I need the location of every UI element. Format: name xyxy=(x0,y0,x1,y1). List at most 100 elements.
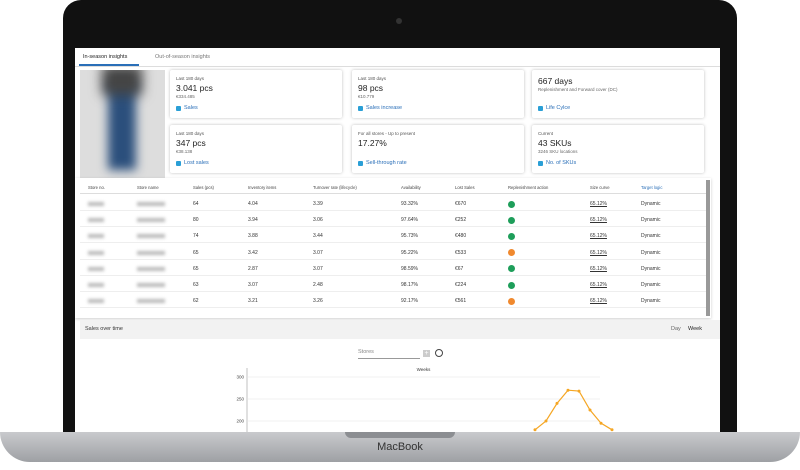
cell: 93.32% xyxy=(401,201,418,207)
size-curve-link[interactable]: 65.12% xyxy=(590,249,607,256)
action-dot xyxy=(508,265,515,273)
card-label[interactable]: Sales xyxy=(184,105,198,111)
jeans-blur xyxy=(108,80,136,170)
card-value: 98 pcs xyxy=(358,83,384,93)
sales-point xyxy=(610,428,614,432)
blurred-store-name xyxy=(137,234,165,239)
product-image xyxy=(80,70,165,178)
card-icon xyxy=(358,161,363,166)
card-label[interactable]: No. of SKUs xyxy=(546,160,577,166)
card-label[interactable]: Sales increase xyxy=(366,105,403,111)
card-label[interactable]: Life Cylce xyxy=(546,105,571,111)
scrollbar xyxy=(706,180,710,316)
blurred-store-no xyxy=(88,283,104,287)
tab-divider xyxy=(75,66,720,67)
column-header[interactable]: Lost Sales xyxy=(455,185,475,190)
blurred-store-name xyxy=(137,250,165,255)
action-dot xyxy=(508,297,515,305)
action-dot xyxy=(508,281,515,289)
sales-point xyxy=(566,388,570,392)
size-curve-link[interactable]: 65.12% xyxy=(590,201,607,207)
cell: €67 xyxy=(455,265,464,272)
column-header[interactable]: Sales (pcs) xyxy=(193,185,214,190)
blurred-store-no xyxy=(88,266,104,271)
card-label[interactable]: Sell-through rate xyxy=(366,160,407,166)
column-header[interactable]: Size curve xyxy=(590,185,610,190)
cell: €670 xyxy=(455,201,467,207)
size-curve-link[interactable]: 65.12% xyxy=(590,298,607,305)
cell: 3.06 xyxy=(313,217,323,224)
shirt-blur xyxy=(102,70,142,95)
stores-select[interactable]: Stores xyxy=(358,349,420,359)
column-header[interactable]: Target logic xyxy=(641,185,663,190)
kpi-card: For all stores - Up to present 17.27% Sell… xyxy=(352,125,524,173)
kpi-card: Last 180 days 3.041 pcs €334.485 Sales xyxy=(170,70,342,118)
card-sub: €10.779 xyxy=(358,94,375,99)
blurred-store-no xyxy=(88,218,104,223)
card-caption: Last 180 days xyxy=(176,131,205,136)
size-curve-link[interactable]: 65.12% xyxy=(590,217,607,224)
cell: 3.07 xyxy=(248,282,258,288)
camera xyxy=(396,18,402,24)
card-sub: €334.485 xyxy=(176,94,195,99)
cell: 3.21 xyxy=(248,298,258,305)
cell: 3.44 xyxy=(313,233,323,240)
card-icon xyxy=(538,106,543,111)
cell: 98.17% xyxy=(401,282,418,288)
cell: 92.17% xyxy=(401,298,418,305)
blurred-store-no xyxy=(88,299,104,304)
toggle[interactable]: Day xyxy=(671,326,681,332)
size-curve-link[interactable]: 65.12% xyxy=(590,265,607,272)
history-icon[interactable] xyxy=(435,349,443,357)
select-text: Stores xyxy=(358,349,374,355)
cell: 62 xyxy=(193,298,199,305)
row-divider xyxy=(80,226,706,228)
screen: In-season insights Out-of-season insight… xyxy=(75,48,720,432)
cell: Dynamic xyxy=(641,265,661,272)
section-header xyxy=(80,320,720,339)
cell: 98.59% xyxy=(401,265,418,272)
cell: 3.42 xyxy=(248,249,258,256)
blurred-store-name xyxy=(137,266,165,271)
sales-point xyxy=(599,421,603,425)
cell: 3.07 xyxy=(313,265,323,272)
kpi-card: Current 43 SKUs 3246 SKU locations No. of S… xyxy=(532,125,704,173)
cell: 3.88 xyxy=(248,233,258,240)
device-label: MacBook xyxy=(377,441,423,453)
card-icon xyxy=(538,161,543,166)
cell: €480 xyxy=(455,233,467,240)
notch xyxy=(345,432,455,438)
cell: 3.39 xyxy=(313,201,323,207)
card-caption: Current xyxy=(538,131,554,136)
card-label[interactable]: Lost sales xyxy=(184,160,209,166)
card-caption: Last 180 days xyxy=(358,76,387,81)
cell: 80 xyxy=(193,217,199,224)
sales-point xyxy=(544,419,548,423)
tab[interactable]: Out-of-season insights xyxy=(155,54,211,60)
column-header[interactable]: Store name xyxy=(137,185,159,190)
row-divider xyxy=(80,210,706,211)
cell: Dynamic xyxy=(641,249,661,256)
cell: 3.26 xyxy=(313,298,323,305)
add-button[interactable]: + xyxy=(423,350,430,357)
column-header[interactable]: Replenishment action xyxy=(508,185,549,190)
column-header[interactable]: Store no. xyxy=(88,185,105,190)
cell: 4.04 xyxy=(248,201,258,207)
cell: Dynamic xyxy=(641,298,661,305)
sales-line xyxy=(534,389,613,431)
column-header[interactable]: Availability xyxy=(401,185,421,190)
action-dot xyxy=(508,200,515,208)
column-header[interactable]: Turnover rate (lifecycle) xyxy=(313,185,357,190)
size-curve-link[interactable]: 65.12% xyxy=(590,282,607,288)
size-curve-link[interactable]: 65.12% xyxy=(590,233,607,240)
action-dot xyxy=(508,216,515,224)
card-value: 667 days xyxy=(538,76,573,86)
cell: 97.64% xyxy=(401,217,418,224)
tab[interactable]: In-season insights xyxy=(83,54,128,60)
card-icon xyxy=(358,106,363,111)
sales-point xyxy=(555,401,559,405)
tab-indicator xyxy=(79,64,139,66)
toggle[interactable]: Week xyxy=(688,326,702,332)
column-header[interactable]: Inventory items xyxy=(248,185,277,190)
cell: 2.87 xyxy=(248,265,258,272)
